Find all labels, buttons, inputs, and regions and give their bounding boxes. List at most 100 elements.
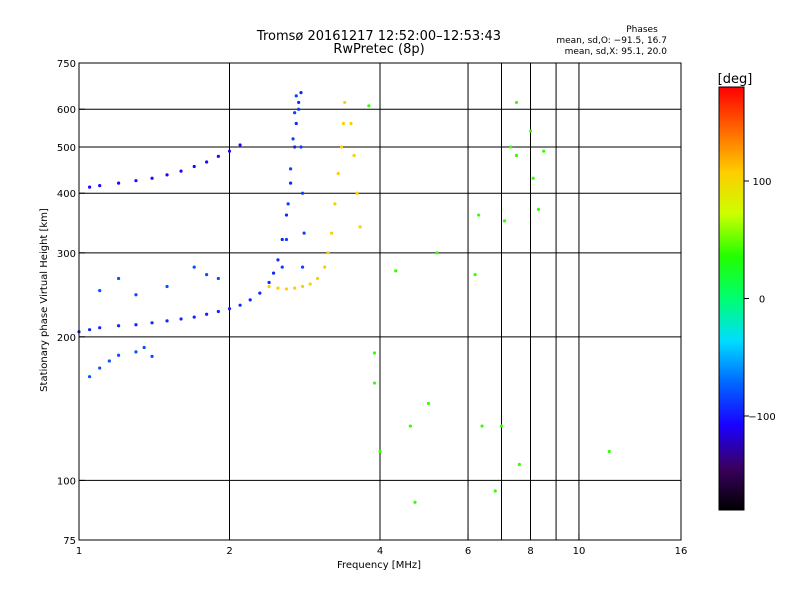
data-point xyxy=(248,298,252,302)
data-point xyxy=(435,251,439,255)
colorbar-tick-label: 0 xyxy=(759,295,765,306)
data-point xyxy=(116,276,121,281)
data-point xyxy=(267,280,271,285)
x-axis-label: Frequency [MHz] xyxy=(337,560,421,571)
data-point xyxy=(426,401,431,406)
data-point xyxy=(216,276,220,281)
data-point xyxy=(150,321,154,325)
y-tick-label: 500 xyxy=(57,143,76,154)
data-point xyxy=(358,225,362,229)
data-point xyxy=(165,319,169,323)
colorbar-ticks: 100 0 −100 xyxy=(744,177,776,423)
data-point xyxy=(528,129,533,133)
data-point xyxy=(473,273,477,277)
data-point xyxy=(267,284,271,289)
colorbar-tick-label: −100 xyxy=(748,412,775,423)
data-point xyxy=(493,489,497,493)
data-point xyxy=(355,191,359,195)
x-tick-label: 4 xyxy=(377,546,383,557)
x-tick-label: 2 xyxy=(226,546,232,557)
x-tick-label: 6 xyxy=(465,546,471,557)
data-point xyxy=(542,149,546,153)
phase-stats-x: mean, sd,X: 95.1, 20.0 xyxy=(565,47,668,57)
data-point xyxy=(480,424,484,428)
data-point xyxy=(276,258,280,262)
data-point xyxy=(216,309,220,314)
y-tick-label: 400 xyxy=(57,189,76,200)
phase-stats-heading: Phases xyxy=(626,25,658,35)
data-point xyxy=(134,179,138,183)
data-point xyxy=(192,265,196,269)
data-point xyxy=(289,181,293,185)
data-point xyxy=(367,104,371,108)
data-point xyxy=(300,191,305,195)
data-point xyxy=(514,100,519,105)
data-point xyxy=(192,164,196,169)
y-tick-label: 100 xyxy=(57,476,76,487)
data-point xyxy=(315,276,320,281)
y-tick-label: 75 xyxy=(63,536,76,547)
data-point xyxy=(372,381,377,385)
data-point xyxy=(499,424,504,428)
data-point xyxy=(116,181,121,185)
data-point xyxy=(339,145,344,149)
data-point xyxy=(98,288,102,293)
x-axis-ticks: 1 2 4 6 8 10 16 xyxy=(76,534,688,557)
data-point xyxy=(280,237,284,242)
data-point xyxy=(238,303,242,307)
data-point xyxy=(300,265,305,269)
data-point xyxy=(284,287,289,291)
phase-stats-o: mean, sd,O: −91.5, 16.7 xyxy=(556,36,667,46)
data-point xyxy=(87,375,92,379)
data-point xyxy=(284,237,289,242)
data-point xyxy=(514,153,519,158)
data-point xyxy=(276,286,280,290)
data-point xyxy=(536,207,541,211)
data-point xyxy=(98,183,102,188)
data-point xyxy=(205,312,209,316)
data-point xyxy=(280,265,284,269)
y-tick-label: 300 xyxy=(57,249,76,260)
data-point xyxy=(294,94,298,98)
x-tick-label: 16 xyxy=(675,546,688,557)
data-point xyxy=(299,145,303,149)
data-point xyxy=(284,213,289,217)
colorbar xyxy=(718,86,745,511)
data-points xyxy=(77,91,611,504)
data-point xyxy=(165,284,169,289)
y-tick-label: 600 xyxy=(57,105,76,116)
data-point xyxy=(107,359,111,363)
data-point xyxy=(297,107,301,111)
plot-grid xyxy=(79,63,681,540)
data-point xyxy=(293,145,297,149)
data-point xyxy=(349,121,353,126)
data-point xyxy=(205,160,209,164)
y-axis-ticks: 75 100 200 300 400 500 600 750 xyxy=(57,59,85,547)
data-point xyxy=(165,173,169,177)
data-point xyxy=(98,366,102,370)
data-point xyxy=(293,286,297,290)
chart-title: Tromsø 20161217 12:52:00–12:53:43 xyxy=(256,29,501,44)
data-point xyxy=(289,167,293,171)
y-tick-label: 200 xyxy=(57,333,76,344)
data-point xyxy=(150,176,154,180)
data-point xyxy=(205,273,209,277)
data-point xyxy=(413,500,417,504)
data-point xyxy=(343,100,347,105)
x-tick-label: 10 xyxy=(573,546,586,557)
data-point xyxy=(116,353,121,357)
data-point xyxy=(308,282,312,286)
data-point xyxy=(192,315,196,319)
data-point xyxy=(323,265,327,269)
data-point xyxy=(87,185,92,189)
data-point xyxy=(372,351,377,355)
data-point xyxy=(116,324,121,328)
chart-subtitle: RwPretec (8p) xyxy=(333,42,424,57)
data-point xyxy=(531,176,535,180)
data-point xyxy=(329,231,334,235)
data-point xyxy=(517,462,521,467)
data-point xyxy=(341,121,346,126)
data-point xyxy=(227,149,232,153)
data-point xyxy=(293,111,297,115)
data-point xyxy=(286,202,290,206)
